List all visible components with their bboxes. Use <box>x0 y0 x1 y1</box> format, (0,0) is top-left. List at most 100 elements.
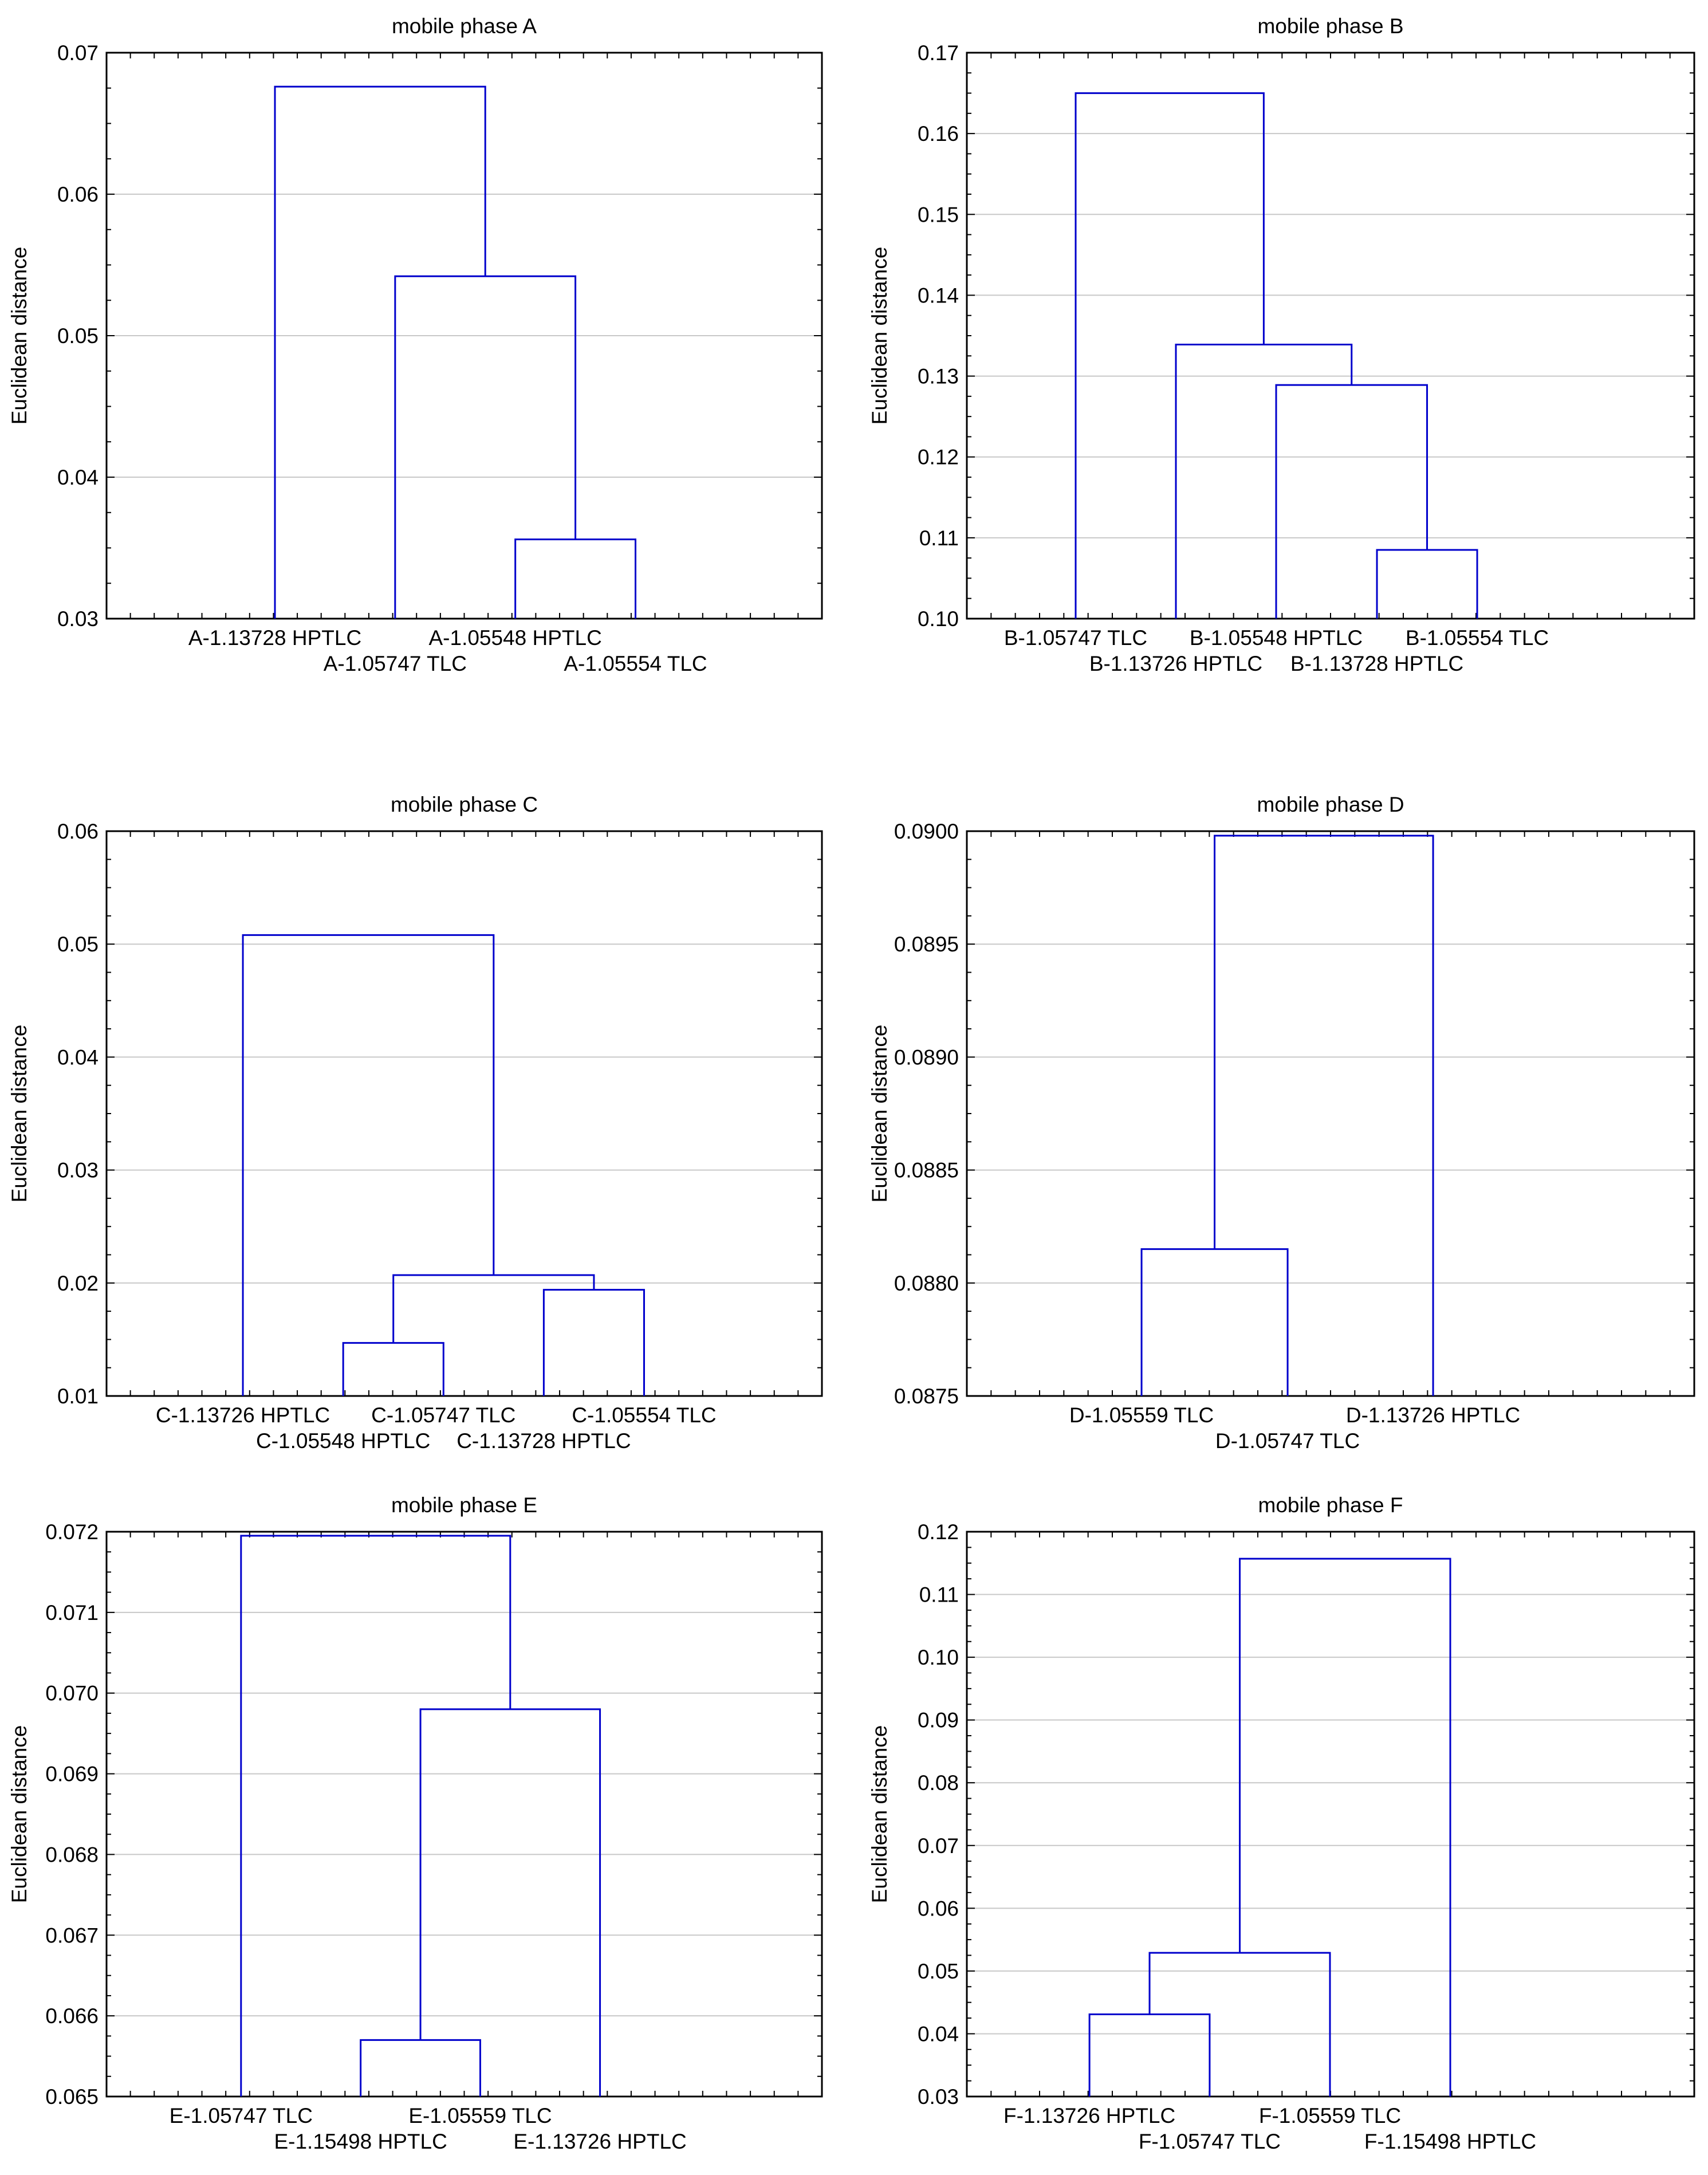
dendrogram-link <box>1214 835 1434 1396</box>
leaf-label: C-1.05548 HPTLC <box>256 1429 430 1453</box>
y-tick-label: 0.05 <box>918 1960 959 1983</box>
y-tick-label: 0.0875 <box>894 1385 959 1408</box>
y-tick-label: 0.13 <box>918 365 959 388</box>
y-tick-label: 0.05 <box>57 933 99 956</box>
leaf-label: A-1.05554 TLC <box>564 652 707 675</box>
y-tick-label: 0.03 <box>57 607 99 631</box>
leaf-label: C-1.13728 HPTLC <box>456 1429 631 1453</box>
dendrogram-link <box>1088 2013 1211 2097</box>
dendrogram-link <box>360 2039 481 2097</box>
y-tick-label: 0.15 <box>918 203 959 226</box>
y-tick-label: 0.05 <box>57 324 99 348</box>
y-tick-label: 0.11 <box>919 526 959 550</box>
y-tick-label: 0.068 <box>45 1843 99 1866</box>
leaf-label: B-1.13726 HPTLC <box>1089 652 1262 675</box>
y-axis-label: Euclidean distance <box>7 1025 31 1203</box>
leaf-label: C-1.05554 TLC <box>572 1403 716 1427</box>
y-axis-label: Euclidean distance <box>868 247 891 425</box>
y-tick-label: 0.07 <box>57 41 99 65</box>
leaf-label: F-1.05747 TLC <box>1139 2130 1281 2153</box>
leaf-label: E-1.13726 HPTLC <box>513 2130 686 2153</box>
chart-title: mobile phase E <box>391 1493 537 1517</box>
dendrogram-link <box>1376 549 1478 619</box>
y-tick-label: 0.17 <box>918 41 959 65</box>
y-tick-label: 0.16 <box>918 122 959 145</box>
y-tick-label: 0.0890 <box>894 1045 959 1069</box>
dendrogram-link <box>1275 384 1428 619</box>
leaf-label: C-1.13726 HPTLC <box>156 1403 330 1427</box>
dendrogram-link <box>274 85 486 619</box>
dendrogram-link <box>1140 1248 1289 1396</box>
y-tick-label: 0.06 <box>57 820 99 843</box>
y-axis-label: Euclidean distance <box>7 1725 31 1903</box>
y-tick-label: 0.04 <box>57 466 99 489</box>
dendrogram-link <box>392 1274 595 1343</box>
y-tick-label: 0.12 <box>918 1520 959 1544</box>
dendrogram-panel: 0.01 0.02 0.03 0.04 0.05 0.06 mobile phase C Eu… <box>7 793 823 1453</box>
y-tick-label: 0.01 <box>57 1385 99 1408</box>
leaf-label: B-1.05747 TLC <box>1004 626 1147 650</box>
dendrogram-panel: 0.065 0.066 0.067 0.068 0.069 0.070 0.071 0.072… <box>7 1493 823 2153</box>
dendrogram-link <box>394 275 577 619</box>
y-tick-label: 0.10 <box>918 1646 959 1669</box>
dendrogram-link <box>240 1535 511 2097</box>
y-tick-label: 0.066 <box>45 2004 99 2028</box>
y-tick-label: 0.03 <box>57 1159 99 1182</box>
leaf-label: A-1.05747 TLC <box>324 652 467 675</box>
plot-frame <box>105 1531 823 2098</box>
y-tick-label: 0.07 <box>918 1834 959 1858</box>
dendrogram-panel: 0.03 0.04 0.05 0.06 0.07 mobile phase A Euclid… <box>7 14 823 675</box>
y-tick-label: 0.06 <box>57 183 99 206</box>
leaf-label: E-1.05747 TLC <box>170 2104 313 2127</box>
y-tick-label: 0.070 <box>45 1682 99 1705</box>
chart-title: mobile phase D <box>1257 793 1404 816</box>
y-axis-label: Euclidean distance <box>868 1025 891 1203</box>
leaf-label: D-1.13726 HPTLC <box>1346 1403 1520 1427</box>
leaf-label: F-1.05559 TLC <box>1259 2104 1401 2127</box>
chart-title: mobile phase A <box>392 14 537 38</box>
y-tick-label: 0.11 <box>919 1583 959 1607</box>
leaf-label: A-1.13728 HPTLC <box>188 626 361 650</box>
y-tick-label: 0.04 <box>57 1045 99 1069</box>
dendrogram-link <box>542 1289 645 1396</box>
y-tick-label: 0.02 <box>57 1272 99 1295</box>
y-tick-label: 0.069 <box>45 1763 99 1786</box>
leaf-label: B-1.05554 TLC <box>1406 626 1549 650</box>
plot-frame <box>966 52 1695 620</box>
dendrogram-panel: 0.03 0.04 0.05 0.06 0.07 0.08 0.09 0.10 0.11 0.12… <box>868 1493 1695 2153</box>
leaf-label: B-1.05548 HPTLC <box>1190 626 1363 650</box>
leaf-label: C-1.05747 TLC <box>371 1403 515 1427</box>
plot-frame <box>966 830 1695 1397</box>
plot-frame <box>105 830 823 1397</box>
leaf-label: E-1.05559 TLC <box>408 2104 552 2127</box>
y-tick-label: 0.08 <box>918 1771 959 1795</box>
chart-title: mobile phase C <box>391 793 538 816</box>
leaf-label: B-1.13728 HPTLC <box>1290 652 1463 675</box>
leaf-label: A-1.05548 HPTLC <box>429 626 602 650</box>
y-tick-label: 0.0885 <box>894 1159 959 1182</box>
leaf-label: E-1.15498 HPTLC <box>274 2130 447 2153</box>
dendrogram-link <box>242 934 495 1396</box>
y-tick-label: 0.071 <box>45 1601 99 1625</box>
dendrogram-panel: 0.10 0.11 0.12 0.13 0.14 0.15 0.16 0.17 mobile p… <box>868 14 1695 675</box>
y-tick-label: 0.10 <box>918 607 959 631</box>
dendrogram-link <box>419 1708 601 2097</box>
chart-title: mobile phase F <box>1258 1493 1403 1517</box>
y-tick-label: 0.065 <box>45 2085 99 2109</box>
dendrogram-link <box>1239 1557 1451 2097</box>
leaf-label: D-1.05747 TLC <box>1215 1429 1360 1453</box>
dendrogram-link <box>1075 92 1265 619</box>
leaf-label: D-1.05559 TLC <box>1069 1403 1214 1427</box>
y-tick-label: 0.04 <box>918 2022 959 2046</box>
leaf-label: F-1.13726 HPTLC <box>1003 2104 1175 2127</box>
y-tick-label: 0.03 <box>918 2085 959 2109</box>
dendrogram-panel: 0.0875 0.0880 0.0885 0.0890 0.0895 0.0900 mobi… <box>868 793 1695 1453</box>
y-tick-label: 0.12 <box>918 446 959 469</box>
y-axis-label: Euclidean distance <box>7 247 31 425</box>
plot-frame <box>105 52 823 620</box>
chart-title: mobile phase B <box>1257 14 1403 38</box>
y-tick-label: 0.14 <box>918 284 959 307</box>
y-axis-label: Euclidean distance <box>868 1725 891 1903</box>
dendrogram-link <box>1148 1952 1331 2097</box>
